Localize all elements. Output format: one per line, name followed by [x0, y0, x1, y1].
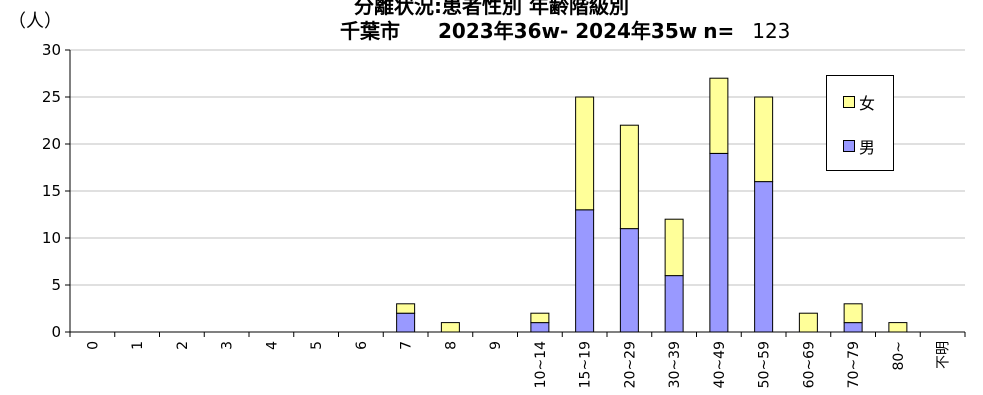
x-tick-label: 15~19 [578, 341, 594, 388]
legend-label-female: 女 [859, 94, 876, 113]
x-tick-label: 10~14 [533, 341, 549, 388]
bar-female [664, 218, 684, 277]
x-tick-label: 1 [130, 341, 146, 350]
bar-female [798, 312, 818, 333]
bar-female [888, 322, 908, 333]
x-tick-label: 20~29 [622, 341, 638, 388]
y-tick-label: 15 [42, 182, 61, 200]
x-tick-label: 40~49 [712, 341, 728, 388]
city-label: 千葉市 [340, 19, 400, 43]
legend-item-female: 女 [843, 90, 875, 114]
bar-male [709, 152, 729, 333]
legend-item-male: 男 [843, 134, 875, 158]
x-tick-label: 8 [443, 341, 459, 350]
legend-label-male: 男 [859, 138, 876, 157]
n-label: n= [703, 19, 735, 43]
bar-male [530, 322, 550, 333]
y-tick-label: 20 [42, 135, 61, 153]
y-unit-label: （人） [8, 11, 62, 32]
x-tick-label: 70~79 [846, 341, 862, 388]
x-tick-label: 4 [264, 341, 280, 350]
x-tick-label: 不明 [936, 341, 952, 369]
legend-swatch-male [843, 140, 855, 152]
bar-female [530, 312, 550, 324]
bar-female [575, 96, 595, 211]
legend-swatch-female [843, 96, 855, 108]
x-tick-label: 9 [488, 341, 504, 350]
x-tick-label: 0 [85, 341, 101, 350]
y-tick-label: 25 [42, 88, 61, 106]
bar-female [619, 124, 639, 230]
y-tick-label: 5 [51, 276, 61, 294]
bar-male [396, 312, 416, 333]
x-tick-label: 80~ [891, 341, 907, 371]
legend: 女 男 [826, 75, 894, 171]
x-tick-label: 6 [354, 341, 370, 350]
x-tick-label: 30~39 [667, 341, 683, 388]
bar-male [664, 275, 684, 333]
x-tick-label: 50~59 [757, 341, 773, 388]
y-tick-label: 0 [51, 323, 61, 341]
y-tick-label: 10 [42, 229, 61, 247]
bar-male [843, 322, 863, 333]
x-tick-label: 5 [309, 341, 325, 350]
x-tick-label: 2 [175, 341, 191, 350]
x-tick-label: 7 [399, 341, 415, 350]
x-tick-label: 60~69 [801, 341, 817, 388]
bar-female [843, 303, 863, 324]
bar-female [396, 303, 416, 314]
y-tick-label: 30 [42, 41, 61, 59]
bar-female [440, 322, 460, 333]
bar-male [619, 228, 639, 333]
bar-male [575, 209, 595, 333]
chart-title-line2: 千葉市 2023年36w- 2024年35w n= 123 [340, 15, 790, 44]
n-value: 123 [752, 19, 791, 43]
bar-female [754, 96, 774, 183]
bar-male [754, 181, 774, 333]
period-label: 2023年36w- 2024年35w [438, 19, 698, 43]
x-tick-label: 3 [220, 341, 236, 350]
chart-title-line1: 分離状況:患者性別 年齢階級別 [354, 0, 629, 18]
bar-female [709, 77, 729, 154]
